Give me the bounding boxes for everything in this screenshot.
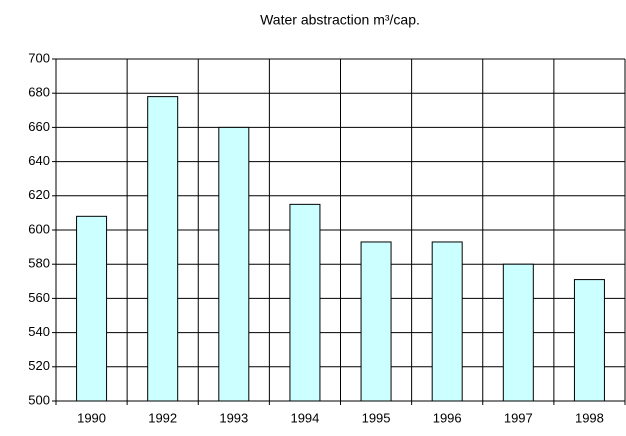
y-tick-label: 540 xyxy=(28,324,50,339)
x-tick-label: 1992 xyxy=(148,410,177,425)
y-tick-label: 620 xyxy=(28,187,50,202)
bar xyxy=(431,241,463,402)
y-tick-label: 640 xyxy=(28,153,50,168)
x-tick-label: 1993 xyxy=(219,410,248,425)
y-tick-label: 660 xyxy=(28,119,50,134)
bar xyxy=(218,126,250,402)
bar xyxy=(147,96,179,402)
bar xyxy=(573,279,605,402)
bar xyxy=(502,263,534,402)
y-tick-label: 560 xyxy=(28,290,50,305)
y-tick-label: 600 xyxy=(28,221,50,236)
x-tick-label: 1997 xyxy=(504,410,533,425)
bar xyxy=(289,203,321,402)
y-tick-label: 580 xyxy=(28,256,50,271)
x-tick-label: 1990 xyxy=(77,410,106,425)
chart-title: Water abstraction m³/cap. xyxy=(260,12,420,28)
x-tick-label: 1998 xyxy=(575,410,604,425)
y-tick-label: 520 xyxy=(28,358,50,373)
y-tick-label: 680 xyxy=(28,85,50,100)
bar xyxy=(360,241,392,402)
x-tick-label: 1995 xyxy=(362,410,391,425)
x-tick-label: 1996 xyxy=(433,410,462,425)
x-tick-label: 1994 xyxy=(290,410,319,425)
bar xyxy=(76,215,108,402)
y-tick-label: 500 xyxy=(28,392,50,407)
y-tick-label: 700 xyxy=(28,50,50,65)
